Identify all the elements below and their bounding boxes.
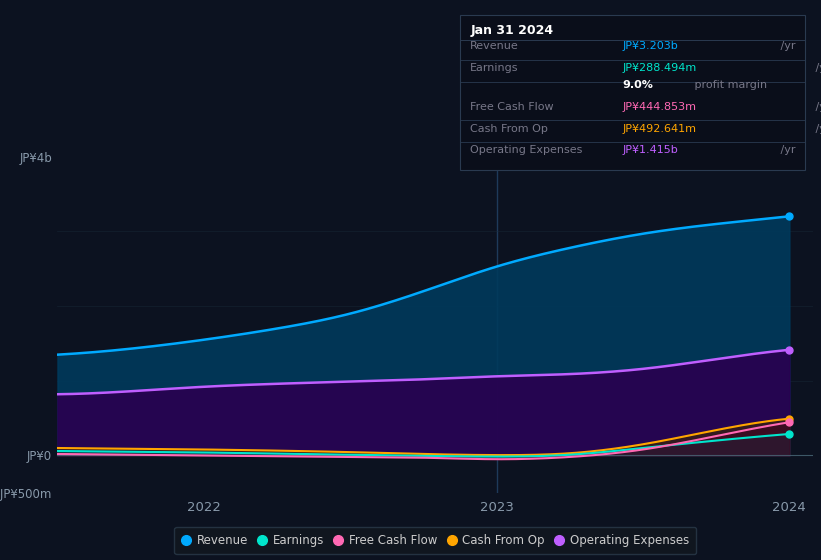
Text: /yr: /yr [812,63,821,73]
Text: Jan 31 2024: Jan 31 2024 [470,24,553,38]
Text: JP¥288.494m: JP¥288.494m [622,63,696,73]
Text: Operating Expenses: Operating Expenses [470,145,583,155]
Text: /yr: /yr [777,145,796,155]
Text: JP¥492.641m: JP¥492.641m [622,124,696,133]
Text: /yr: /yr [812,124,821,133]
Text: profit margin: profit margin [691,80,768,90]
Text: JP¥444.853m: JP¥444.853m [622,102,696,112]
Text: JP¥3.203b: JP¥3.203b [622,41,678,52]
FancyBboxPatch shape [460,15,805,170]
Text: /yr: /yr [777,41,796,52]
Text: Cash From Op: Cash From Op [470,124,548,133]
Text: JP¥1.415b: JP¥1.415b [622,145,678,155]
Legend: Revenue, Earnings, Free Cash Flow, Cash From Op, Operating Expenses: Revenue, Earnings, Free Cash Flow, Cash … [174,527,696,554]
Text: Free Cash Flow: Free Cash Flow [470,102,554,112]
Text: Revenue: Revenue [470,41,519,52]
Text: Earnings: Earnings [470,63,519,73]
Text: 9.0%: 9.0% [622,80,653,90]
Text: /yr: /yr [812,102,821,112]
